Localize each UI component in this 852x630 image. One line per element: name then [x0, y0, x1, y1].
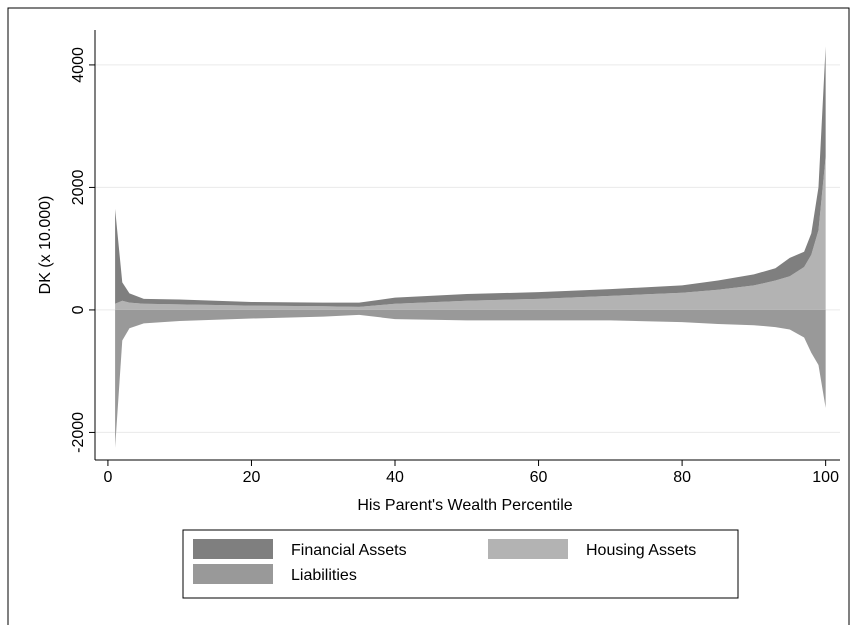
area	[115, 156, 826, 310]
x-tick-label: 40	[386, 469, 404, 486]
x-tick-label: 0	[103, 469, 112, 486]
area	[115, 309, 826, 448]
x-tick-label: 80	[673, 469, 691, 486]
y-tick-label: 4000	[70, 47, 87, 83]
x-axis-title: His Parent's Wealth Percentile	[357, 497, 572, 514]
legend-label: Housing Assets	[586, 542, 696, 559]
y-tick-label: -2000	[70, 412, 87, 453]
legend-label: Liabilities	[291, 567, 357, 584]
legend-swatch	[193, 539, 273, 559]
legend-swatch	[488, 539, 568, 559]
y-tick-label: 2000	[70, 170, 87, 206]
legend-label: Financial Assets	[291, 542, 407, 559]
y-tick-label: 0	[70, 305, 87, 314]
area	[115, 46, 826, 307]
legend	[182, 529, 739, 599]
legend-swatch	[193, 564, 273, 584]
x-tick-label: 100	[812, 469, 839, 486]
x-tick-label: 60	[530, 469, 548, 486]
y-axis-title: DK (x 10.000)	[37, 196, 54, 295]
x-tick-label: 20	[243, 469, 261, 486]
